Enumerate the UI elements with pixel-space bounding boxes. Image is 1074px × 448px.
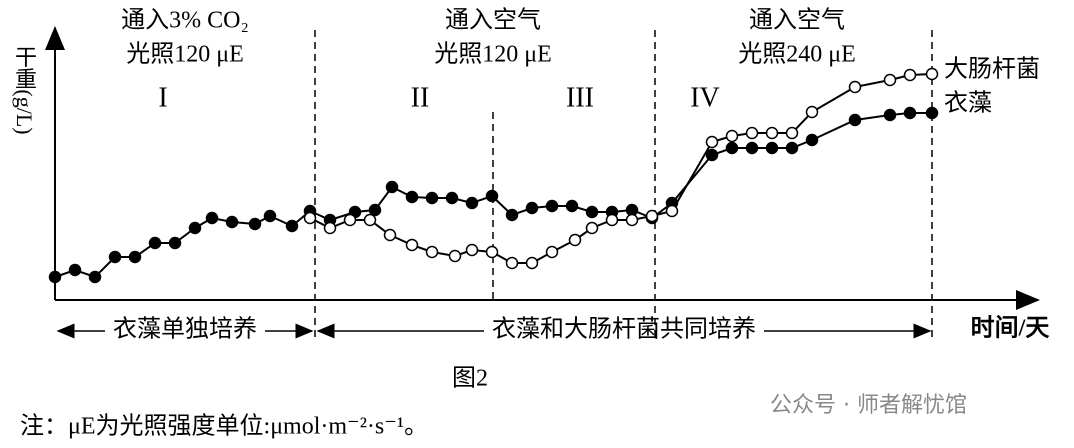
point xyxy=(665,204,679,218)
span-label: 衣藻和大肠杆菌共同培养 xyxy=(492,316,756,343)
point xyxy=(765,141,779,155)
point xyxy=(205,211,219,225)
point xyxy=(625,213,639,227)
x-axis-label: 时间/天 xyxy=(971,315,1050,342)
series-line xyxy=(309,73,933,264)
point xyxy=(585,221,599,235)
stage-label: III xyxy=(566,82,594,113)
point xyxy=(848,80,862,94)
phase-label: 光照120 μE xyxy=(126,41,244,68)
point xyxy=(68,263,82,277)
point xyxy=(745,141,759,155)
point xyxy=(505,208,519,222)
point xyxy=(323,221,337,235)
legend-label: 衣藻 xyxy=(944,90,992,117)
point xyxy=(903,68,917,82)
phase-label: 通入空气 xyxy=(445,7,541,34)
point xyxy=(368,203,382,217)
point xyxy=(303,211,317,225)
note: 注：μE为光照强度单位:μmol·m⁻²·s⁻¹。 xyxy=(20,413,428,440)
point xyxy=(505,256,519,270)
point xyxy=(48,270,62,284)
point xyxy=(248,217,262,231)
point xyxy=(225,215,239,229)
point xyxy=(425,245,439,259)
point xyxy=(383,228,397,242)
point xyxy=(485,245,499,259)
point xyxy=(645,209,659,223)
phase-label: 通入空气 xyxy=(749,7,845,34)
point xyxy=(88,270,102,284)
point xyxy=(525,256,539,270)
point xyxy=(525,201,539,215)
point xyxy=(705,135,719,149)
point xyxy=(188,221,202,235)
point xyxy=(263,209,277,223)
point xyxy=(285,219,299,233)
phase-label: 光照120 μE xyxy=(434,41,552,68)
point xyxy=(883,108,897,122)
stage-label: IV xyxy=(690,82,720,113)
point xyxy=(128,250,142,264)
point xyxy=(568,233,582,247)
legend-label: 大肠杆菌 xyxy=(944,56,1040,83)
phase-label: 光照240 μE xyxy=(738,41,856,68)
span-label: 衣藻单独培养 xyxy=(113,316,257,343)
point xyxy=(805,133,819,147)
y-axis-label: 干重(g/L) xyxy=(12,45,37,134)
point xyxy=(168,236,182,250)
point xyxy=(903,106,917,120)
stage-label: II xyxy=(411,82,430,113)
point xyxy=(725,141,739,155)
point xyxy=(883,73,897,87)
point xyxy=(925,106,939,120)
point xyxy=(585,205,599,219)
point xyxy=(848,113,862,127)
watermark: 公众号 · 师者解忧馆 xyxy=(770,393,967,418)
point xyxy=(425,191,439,205)
point xyxy=(148,236,162,250)
point xyxy=(725,129,739,143)
point xyxy=(765,126,779,140)
point xyxy=(545,245,559,259)
phase-label: 通入3% CO₂ xyxy=(121,8,249,34)
stage-label: I xyxy=(158,82,167,113)
point xyxy=(108,250,122,264)
caption: 图2 xyxy=(452,366,488,392)
point xyxy=(405,190,419,204)
point xyxy=(405,238,419,252)
point xyxy=(485,189,499,203)
point xyxy=(545,199,559,213)
point xyxy=(465,243,479,257)
point xyxy=(448,249,462,263)
point xyxy=(465,196,479,210)
point xyxy=(785,141,799,155)
point xyxy=(925,67,939,81)
point xyxy=(565,199,579,213)
point xyxy=(605,213,619,227)
point xyxy=(705,148,719,162)
point xyxy=(385,180,399,194)
point xyxy=(363,213,377,227)
point xyxy=(785,126,799,140)
point xyxy=(445,191,459,205)
point xyxy=(343,213,357,227)
point xyxy=(805,105,819,119)
point xyxy=(745,126,759,140)
